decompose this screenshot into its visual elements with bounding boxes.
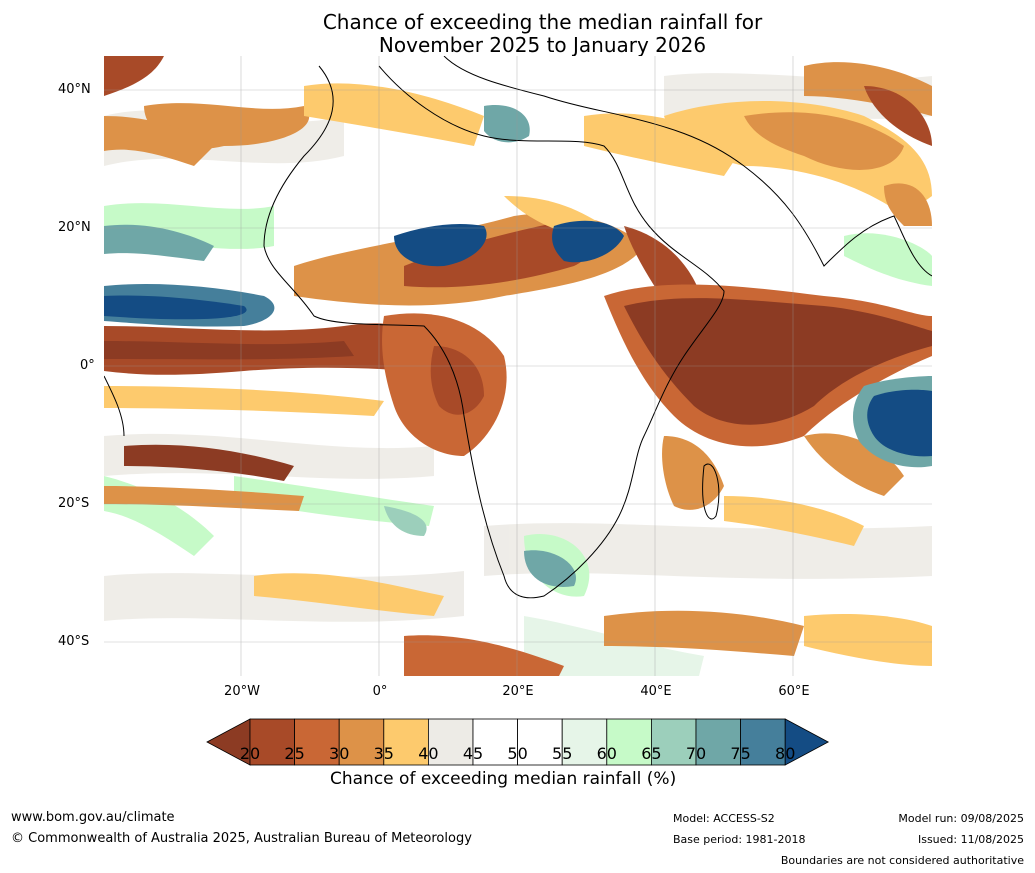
meta-model-run: Model run: 09/08/2025: [898, 812, 1024, 825]
meta-disclaimer: Boundaries are not considered authoritat…: [780, 854, 1024, 867]
colorbar-tick-label: 70: [685, 744, 707, 763]
lat-label-20s: 20°S: [58, 496, 90, 511]
colorbar-tick-label: 60: [596, 744, 617, 763]
colorbar-tick-label: 30: [329, 744, 350, 763]
lat-label-equator: 0°: [80, 358, 95, 373]
meta-model: Model: ACCESS-S2: [673, 812, 775, 825]
lat-label-40s: 40°S: [58, 634, 90, 649]
footer-copyright: © Commonwealth of Australia 2025, Austra…: [11, 831, 472, 846]
colorbar-tick-label: 75: [730, 744, 751, 763]
colorbar-tick-label: 50: [507, 744, 528, 763]
coastlines: [104, 56, 932, 599]
colorbar-tick-label: 40: [418, 744, 439, 763]
colorbar-segment: [472, 718, 518, 766]
colorbar-segment: [561, 718, 608, 766]
footer-url: www.bom.gov.au/climate: [11, 810, 175, 825]
lon-label-20e: 20°E: [502, 684, 534, 699]
colorbar-segment: [383, 718, 429, 766]
colorbar-arrow-high: [784, 718, 830, 766]
dry-band-equator: [104, 323, 464, 511]
dry-patches-north: [104, 56, 932, 226]
lon-label-40e: 40°E: [640, 684, 672, 699]
colorbar-segment: [294, 718, 340, 766]
colorbar-tick-label: 65: [641, 744, 662, 763]
map-title-line1: Chance of exceeding the median rainfall …: [322, 10, 763, 34]
lat-label-40n: 40°N: [58, 82, 91, 97]
colorbar-tick-label: 45: [462, 744, 484, 763]
wet-patches: [104, 105, 932, 587]
lon-label-20w: 20°W: [224, 684, 260, 699]
lat-label-20n: 20°N: [58, 220, 91, 235]
rainfall-map-svg: [104, 56, 932, 676]
rainfall-map: [104, 56, 932, 676]
colorbar-tick-label: 55: [552, 744, 573, 763]
map-title-line2: November 2025 to January 2026: [378, 33, 707, 57]
colorbar-tick-label: 20: [239, 744, 261, 763]
meta-base-period: Base period: 1981-2018: [673, 833, 806, 846]
lon-label-0: 0°: [372, 684, 388, 699]
dry-patches-east: [382, 284, 932, 510]
colorbar-tick-label: 25: [284, 744, 305, 763]
colorbar-segment: [650, 718, 697, 766]
colorbar-segment: [517, 718, 563, 766]
lon-label-60e: 60°E: [778, 684, 810, 699]
colorbar-segment: [249, 718, 295, 766]
graticule: [104, 56, 932, 676]
colorbar: [206, 718, 830, 766]
colorbar-tick-label: 80: [775, 744, 796, 763]
dry-patches-south: [254, 496, 932, 676]
colorbar-tick-label: 35: [373, 744, 394, 763]
colorbar-title: Chance of exceeding median rainfall (%): [330, 769, 677, 789]
meta-issued: Issued: 11/08/2025: [917, 833, 1024, 846]
